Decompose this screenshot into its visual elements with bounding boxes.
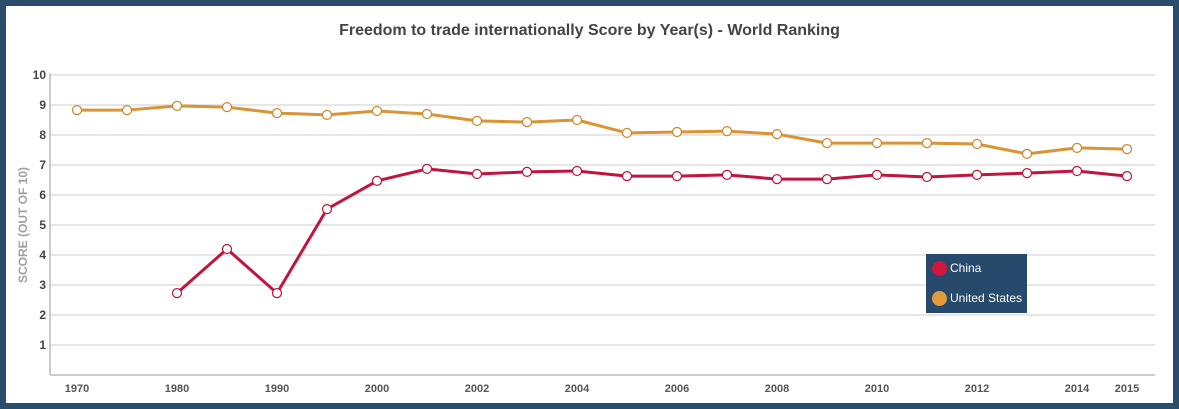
data-point-united-states (71, 104, 83, 116)
data-point-china (321, 204, 333, 215)
data-point-china (271, 288, 283, 299)
data-point-united-states (171, 100, 183, 112)
data-point-china (821, 174, 833, 185)
data-point-united-states (371, 105, 383, 117)
data-point-united-states (221, 101, 233, 113)
data-point-china (171, 288, 183, 299)
data-point-united-states (521, 116, 533, 128)
data-point-china (421, 163, 433, 174)
data-point-china (221, 243, 233, 255)
chart-title: Freedom to trade internationally Score b… (339, 22, 840, 39)
y-tick-label: 5 (39, 218, 46, 232)
legend-label: China (950, 261, 982, 275)
data-point-united-states (421, 108, 433, 120)
x-tick-label: 2012 (965, 383, 989, 395)
data-point-china (371, 175, 383, 186)
y-tick-label: 2 (39, 308, 46, 322)
x-tick-label: 1990 (265, 383, 289, 395)
legend-item-united-states[interactable]: United States (932, 290, 1022, 306)
united-states-swatch-icon (932, 290, 947, 306)
data-point-china (571, 165, 583, 177)
data-point-united-states (671, 126, 683, 138)
data-point-united-states (971, 138, 983, 150)
data-point-china (621, 171, 633, 182)
data-point-united-states (321, 109, 333, 121)
data-point-china (771, 174, 783, 185)
series-line-china (176, 167, 1128, 295)
data-point-china (921, 171, 933, 183)
data-point-united-states (1121, 144, 1133, 155)
y-tick-label: 9 (39, 98, 46, 112)
series-line-united-states (77, 104, 1128, 156)
data-point-united-states (271, 107, 283, 119)
data-point-united-states (621, 127, 633, 138)
data-point-united-states (821, 138, 833, 149)
data-point-china (871, 169, 883, 180)
china-swatch-icon (932, 260, 947, 276)
data-point-china (721, 169, 733, 180)
data-point-united-states (1071, 142, 1083, 153)
y-tick-label: 3 (39, 278, 46, 292)
y-axis-label: SCORE (OUT OF 10) (16, 167, 30, 283)
x-tick-label: 2015 (1115, 383, 1139, 395)
y-tick-label: 10 (33, 68, 47, 82)
legend-label: United States (950, 291, 1023, 305)
data-point-united-states (721, 126, 733, 137)
data-point-united-states (471, 115, 483, 127)
data-point-united-states (771, 129, 783, 140)
x-tick-label: 2010 (865, 383, 889, 395)
y-tick-label: 8 (39, 128, 46, 142)
data-point-china (471, 168, 483, 180)
y-tick-label: 7 (39, 158, 46, 172)
data-point-china (1121, 171, 1133, 182)
data-point-united-states (871, 138, 883, 149)
data-point-china (971, 169, 983, 180)
data-point-united-states (571, 114, 583, 126)
data-point-united-states (1021, 148, 1033, 159)
data-point-united-states (121, 104, 133, 116)
data-point-china (1021, 168, 1033, 179)
chart-panel (6, 6, 1173, 403)
x-tick-label: 2008 (765, 383, 789, 395)
x-tick-label: 2006 (665, 383, 689, 395)
legend-item-china[interactable]: China (932, 260, 981, 276)
data-point-china (1071, 165, 1083, 177)
data-point-china (521, 166, 533, 177)
x-tick-label: 1980 (165, 383, 189, 395)
x-tick-label: 1970 (65, 383, 89, 395)
y-tick-label: 4 (39, 248, 46, 262)
x-tick-label: 2002 (465, 383, 489, 395)
y-tick-label: 6 (39, 188, 46, 202)
data-point-united-states (921, 138, 933, 149)
y-tick-label: 1 (39, 338, 46, 352)
x-tick-label: 2014 (1065, 383, 1090, 395)
x-tick-label: 2000 (365, 383, 389, 395)
data-point-china (671, 171, 683, 182)
x-tick-label: 2004 (565, 383, 590, 395)
legend: China United States (926, 254, 1027, 313)
